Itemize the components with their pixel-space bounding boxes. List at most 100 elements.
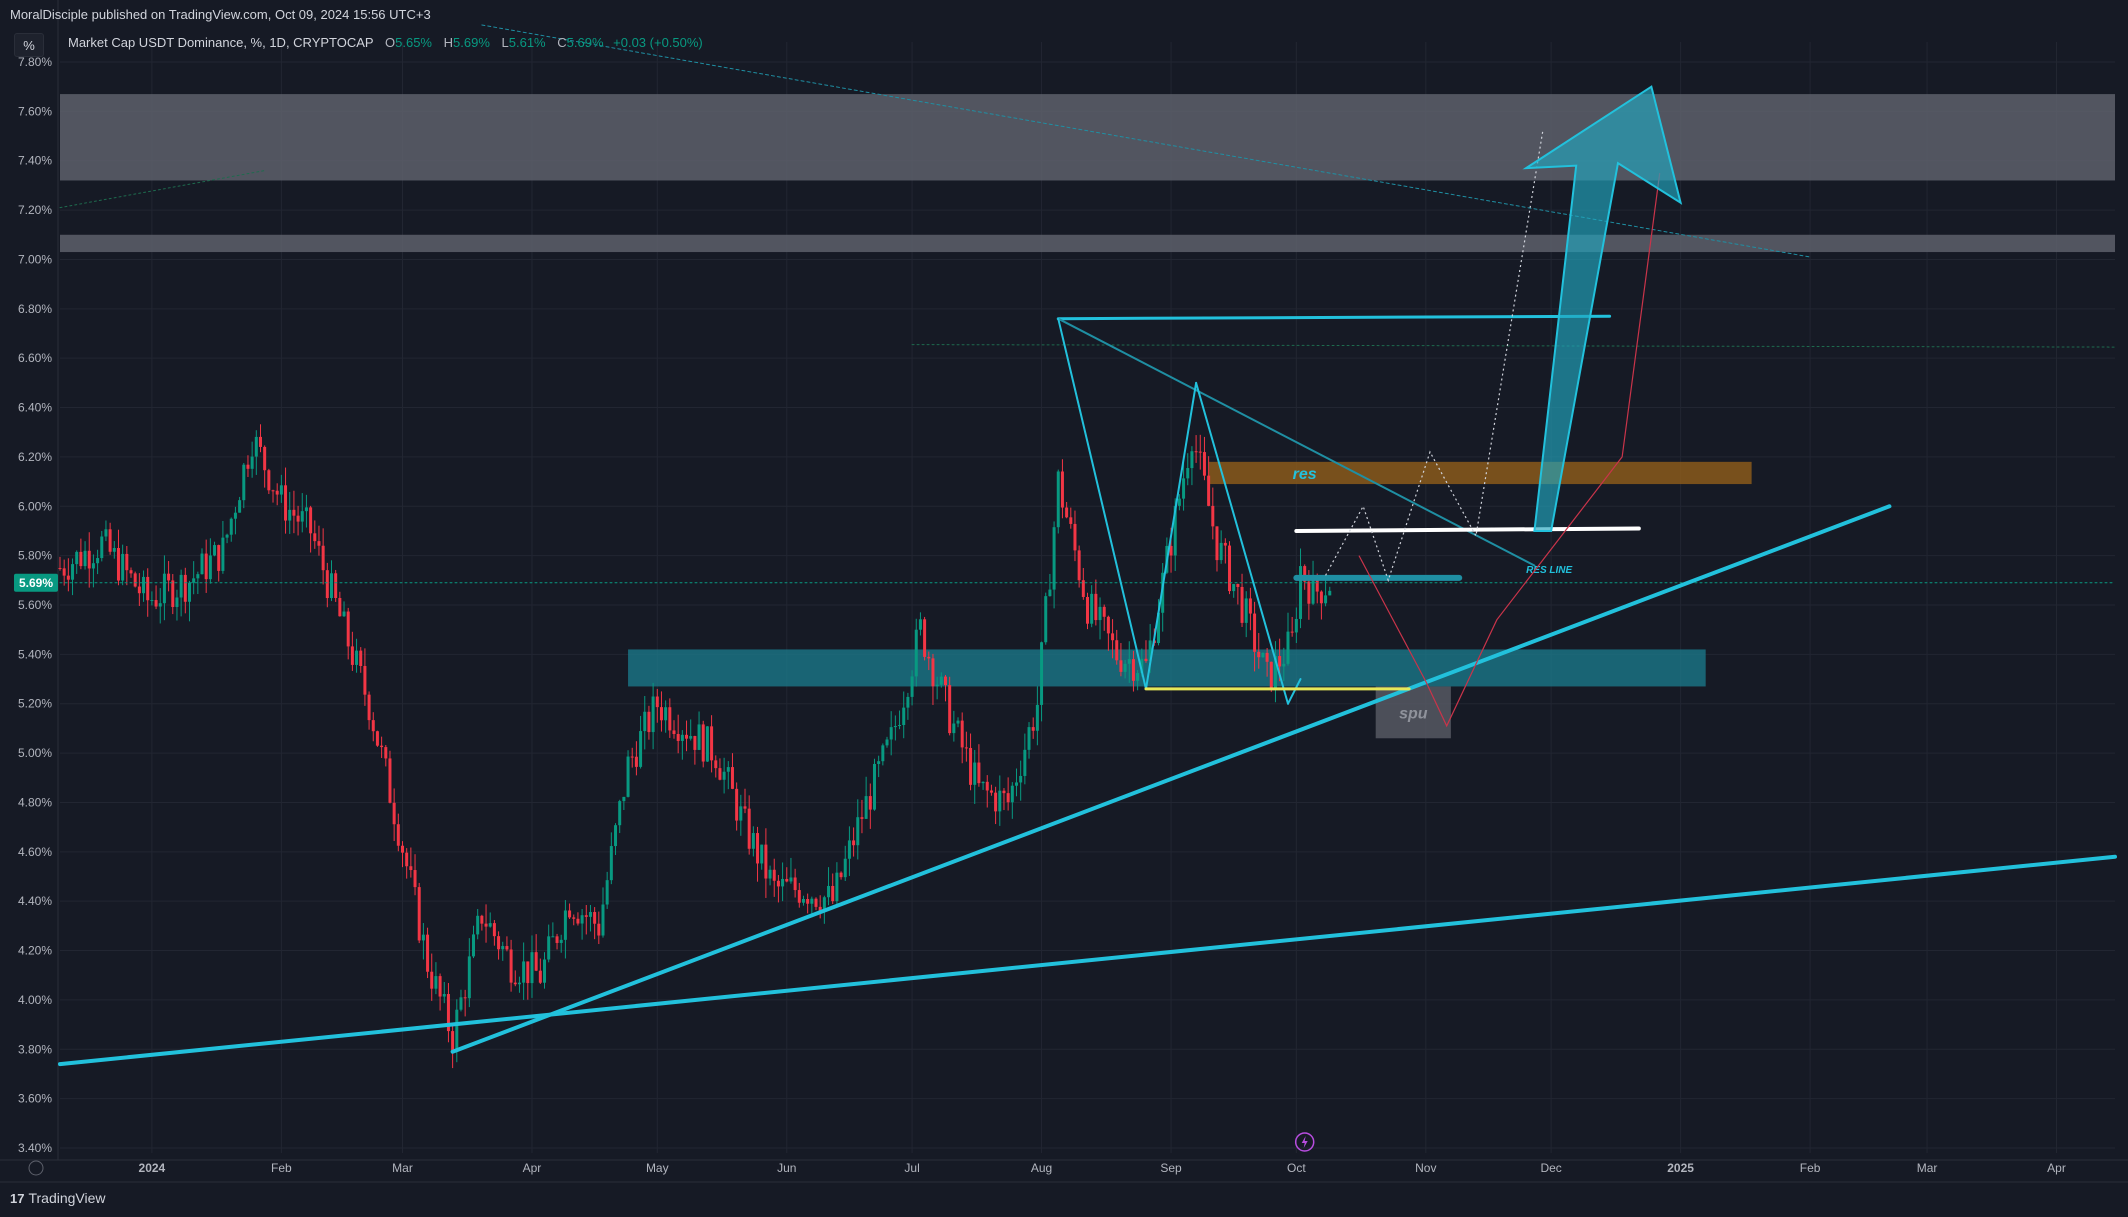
zigzag-leg [1195, 381, 1289, 705]
candle-body [935, 684, 939, 687]
candle-body [355, 650, 359, 665]
candle-body [375, 731, 379, 746]
candle-body [492, 923, 496, 937]
candle-body [1144, 658, 1148, 662]
candle-body [296, 515, 300, 522]
res-line [1057, 317, 1536, 567]
candle-body [563, 910, 567, 940]
candle-body [304, 507, 308, 512]
candle-body [346, 611, 350, 647]
scale-button[interactable]: % [14, 33, 44, 57]
candle-body [350, 646, 354, 665]
open-label: O [385, 35, 396, 50]
candle-body [225, 534, 229, 538]
drawings: RES LINE [58, 24, 2117, 1152]
candle-body [672, 730, 676, 735]
candle-body [534, 952, 538, 971]
candle-body [167, 573, 171, 581]
y-axis[interactable]: 7.80% 7.60% 7.40% 7.20% 7.00% 6.80% 6.60% 6.40%… [14, 55, 58, 1155]
high-label: H [443, 35, 454, 50]
x-tick-label: Sep [1160, 1161, 1182, 1175]
candle-body [497, 936, 501, 950]
candle-body [801, 899, 805, 903]
candle-body [517, 982, 521, 985]
candle-body [872, 763, 876, 810]
candle-body [910, 676, 914, 697]
candle-body [793, 877, 797, 891]
x-tick-label: Feb [1800, 1161, 1821, 1175]
candle-body [1035, 704, 1039, 731]
zone-label: spu [1399, 705, 1428, 722]
candle-body [622, 796, 626, 802]
candle-body [998, 790, 1002, 812]
candle-body [300, 511, 304, 522]
candle-body [651, 696, 655, 733]
candle-body [785, 878, 789, 882]
candle-body [1119, 660, 1123, 672]
candle-body [162, 573, 166, 604]
tradingview-logo-icon: 17 [10, 1190, 25, 1206]
candle-body [58, 567, 62, 569]
candle-body [204, 553, 208, 580]
candle-body [555, 936, 559, 943]
candle-body [630, 756, 634, 758]
y-tick-label: 7.80% [18, 55, 52, 69]
candle-body [1211, 505, 1215, 527]
candle-body [484, 923, 488, 927]
candle-body [87, 550, 91, 569]
candle-body [860, 817, 864, 819]
candle-body [735, 788, 739, 821]
candle-body [1081, 580, 1085, 597]
candle-body [781, 878, 785, 887]
candle-body [914, 629, 918, 677]
change-value: +0.03 (+0.50%) [613, 35, 703, 50]
candle-body [939, 676, 943, 685]
candle-body [1127, 659, 1131, 664]
x-tick-label: Mar [392, 1161, 413, 1175]
symbol-title[interactable]: Market Cap USDT Dominance, %, 1D, CRYPTO… [68, 35, 374, 50]
tradingview-logo[interactable]: 17 TradingView [10, 1190, 106, 1206]
candle-body [1232, 584, 1236, 592]
candle-body [1269, 661, 1273, 689]
candle-body [238, 500, 242, 513]
candle-body [488, 923, 492, 927]
candle-body [396, 824, 400, 846]
y-tick-label: 4.00% [18, 993, 52, 1007]
candle-body [426, 934, 430, 972]
candle-body [455, 1009, 459, 1052]
candle-body [722, 771, 726, 780]
candle-body [79, 551, 83, 567]
candle-body [317, 541, 321, 546]
y-tick-label: 4.40% [18, 894, 52, 908]
x-tick-label: 2025 [1667, 1161, 1694, 1175]
candle-body [856, 817, 860, 846]
candle-body [797, 890, 801, 903]
candle-body [655, 696, 659, 708]
x-axis[interactable]: 2024 Feb Mar Apr May Jun Jul Aug Sep Oct Nov Dec 202… [28, 1160, 2066, 1176]
candle-body [91, 563, 95, 569]
candle-body [250, 456, 254, 469]
candle-body [421, 934, 425, 941]
candle-body [413, 870, 417, 888]
candle-body [601, 904, 605, 936]
candle-body [1307, 581, 1311, 604]
x-tick-label: Jul [904, 1161, 919, 1175]
lightning-icon[interactable] [1294, 1132, 1315, 1152]
candle-body [572, 917, 576, 919]
candle-body [927, 656, 931, 659]
timezone-icon[interactable] [28, 1160, 44, 1176]
candle-body [1106, 616, 1110, 634]
x-tick-label: Mar [1917, 1161, 1938, 1175]
candle-body [1044, 596, 1048, 643]
candle-body [923, 619, 927, 657]
candle-body [275, 490, 279, 495]
candle-body [994, 792, 998, 812]
candle-body [100, 536, 104, 559]
candle-body [822, 897, 826, 912]
low-label: L [501, 35, 509, 50]
candle-body [75, 551, 79, 565]
candle-body [1023, 749, 1027, 776]
candle-body [1236, 584, 1240, 587]
candle-body [183, 574, 187, 602]
